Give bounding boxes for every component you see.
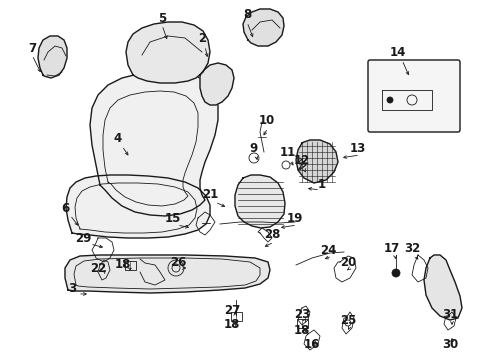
Polygon shape bbox=[65, 255, 269, 293]
Bar bbox=[125, 261, 136, 270]
Text: 22: 22 bbox=[90, 261, 106, 274]
Text: 7: 7 bbox=[28, 41, 36, 54]
Text: 15: 15 bbox=[164, 211, 181, 225]
Text: 21: 21 bbox=[202, 189, 218, 202]
Polygon shape bbox=[235, 175, 285, 228]
Text: 26: 26 bbox=[169, 256, 186, 269]
Bar bbox=[296, 319, 307, 328]
Text: 1: 1 bbox=[317, 179, 325, 192]
Circle shape bbox=[391, 269, 399, 277]
Text: 24: 24 bbox=[319, 243, 336, 256]
Text: 14: 14 bbox=[389, 45, 406, 58]
FancyBboxPatch shape bbox=[367, 60, 459, 132]
Text: 31: 31 bbox=[441, 309, 457, 321]
Text: 29: 29 bbox=[75, 231, 91, 244]
Text: 9: 9 bbox=[248, 141, 257, 154]
Text: 16: 16 bbox=[303, 338, 320, 351]
Polygon shape bbox=[90, 72, 218, 216]
Polygon shape bbox=[243, 9, 284, 46]
Text: 23: 23 bbox=[293, 309, 309, 321]
Polygon shape bbox=[126, 22, 209, 83]
Text: 18: 18 bbox=[293, 324, 309, 337]
Text: 13: 13 bbox=[349, 141, 366, 154]
Text: 18: 18 bbox=[115, 258, 131, 271]
Text: 4: 4 bbox=[114, 131, 122, 144]
Polygon shape bbox=[423, 255, 461, 320]
Text: 28: 28 bbox=[263, 229, 280, 242]
Polygon shape bbox=[38, 36, 67, 78]
Text: 6: 6 bbox=[61, 202, 69, 215]
Text: 32: 32 bbox=[403, 242, 419, 255]
Text: 27: 27 bbox=[224, 303, 240, 316]
Text: 12: 12 bbox=[293, 154, 309, 167]
Text: 5: 5 bbox=[158, 12, 166, 24]
Text: 20: 20 bbox=[339, 256, 355, 269]
Polygon shape bbox=[200, 63, 234, 105]
Text: 11: 11 bbox=[279, 145, 296, 158]
Circle shape bbox=[386, 97, 392, 103]
Text: 2: 2 bbox=[198, 31, 205, 45]
Text: 25: 25 bbox=[339, 314, 355, 327]
Text: 10: 10 bbox=[258, 113, 275, 126]
Polygon shape bbox=[66, 175, 209, 238]
Text: 8: 8 bbox=[243, 9, 251, 22]
Bar bbox=[230, 312, 242, 321]
Text: 18: 18 bbox=[224, 319, 240, 332]
Text: 3: 3 bbox=[68, 282, 76, 294]
Text: 17: 17 bbox=[383, 242, 399, 255]
Text: 19: 19 bbox=[286, 211, 303, 225]
Polygon shape bbox=[295, 140, 337, 183]
Text: 30: 30 bbox=[441, 338, 457, 351]
